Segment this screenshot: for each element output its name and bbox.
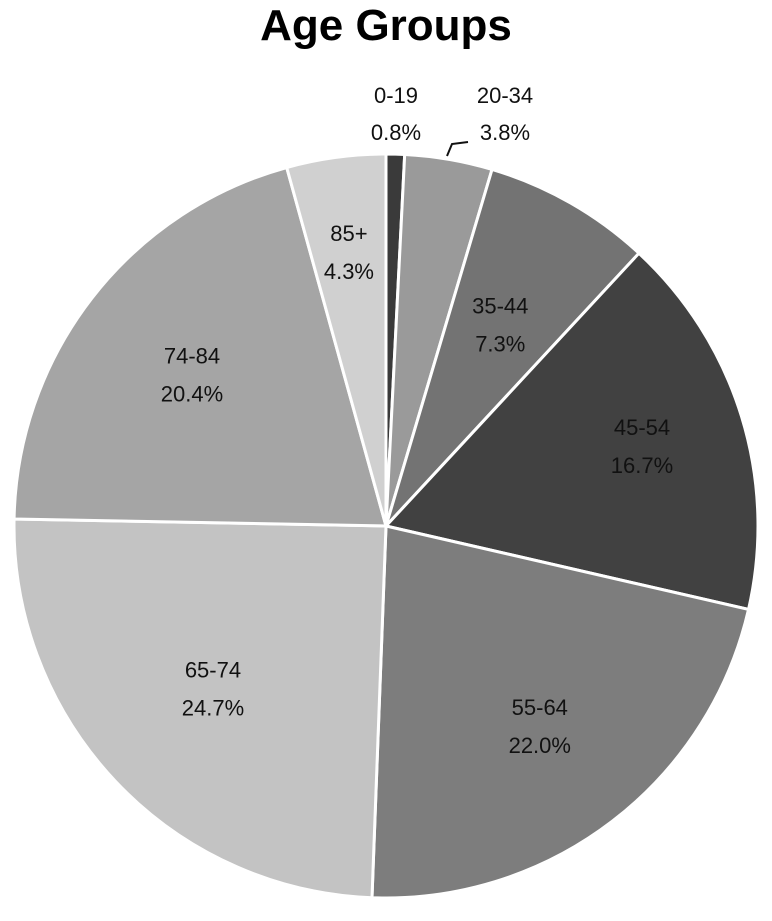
pie-slice-85plus xyxy=(284,152,388,527)
slice-value-label: 24.7% xyxy=(182,696,244,721)
pie-slice-45-54 xyxy=(383,251,760,612)
slice-category-label: 85+ xyxy=(330,221,367,246)
pie-slice-55-64 xyxy=(370,524,751,900)
slice-value-label: 4.3% xyxy=(324,259,374,284)
slice-category-label: 35-44 xyxy=(472,294,528,319)
slice-value-label: 20.4% xyxy=(161,382,223,407)
slice-value-label: 7.3% xyxy=(475,332,525,357)
pie-labels: 0-19 0.8% 20-34 3.8% 35-44 7.3% 45-54 16.7% 55-6… xyxy=(161,83,673,758)
leader-line xyxy=(446,141,469,157)
pie-slice-74-84 xyxy=(12,165,388,528)
chart-title: Age Groups xyxy=(260,1,512,50)
pie-slices xyxy=(12,152,760,900)
slice-value-label: 22.0% xyxy=(509,733,571,758)
slice-category-label: 20-34 xyxy=(477,83,533,108)
slice-category-label: 0-19 xyxy=(374,83,418,108)
slice-category-label: 74-84 xyxy=(164,344,220,369)
slice-category-label: 65-74 xyxy=(185,658,241,683)
pie-slice-65-74 xyxy=(12,517,388,900)
slice-value-label: 0.8% xyxy=(371,120,421,145)
pie-slice-35-44 xyxy=(384,167,642,528)
slice-value-label: 16.7% xyxy=(611,453,673,478)
slice-value-label: 3.8% xyxy=(480,120,530,145)
slice-category-label: 55-64 xyxy=(512,695,568,720)
slice-category-label: 45-54 xyxy=(614,415,670,440)
